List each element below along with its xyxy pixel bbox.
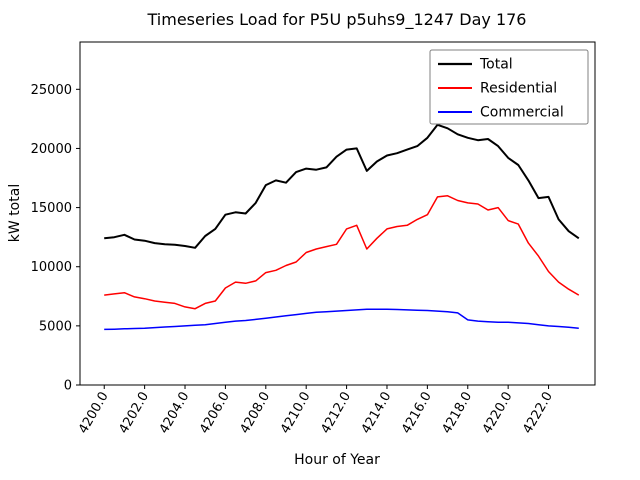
- legend-label-commercial: Commercial: [480, 105, 564, 121]
- x-tick-label: 4206.0: [197, 390, 233, 437]
- total-line: [104, 123, 580, 249]
- y-tick-label: 25000: [31, 83, 72, 98]
- y-tick-label: 0: [64, 379, 72, 394]
- residential-line: [104, 195, 580, 310]
- legend-label-total: Total: [479, 57, 513, 73]
- legend: Total Residential Commercial: [429, 49, 589, 125]
- legend-label-residential: Residential: [480, 81, 557, 97]
- axes-frame: [79, 41, 596, 386]
- x-tick-label: 4212.0: [318, 390, 354, 437]
- x-tick-label: 4204.0: [157, 390, 193, 437]
- x-tick-label: 4210.0: [278, 390, 314, 437]
- x-tick-label: 4222.0: [520, 390, 556, 437]
- y-tick-label: 10000: [31, 260, 72, 275]
- x-tick-label: 4208.0: [238, 390, 274, 437]
- commercial-line: [104, 308, 579, 331]
- series-lines-layer: [104, 123, 580, 331]
- x-tick-label: 4214.0: [359, 390, 395, 437]
- x-tick-label: 4200.0: [76, 390, 112, 437]
- legend-frame: [429, 49, 589, 125]
- x-tick-label: 4202.0: [116, 390, 152, 437]
- chart-title: Timeseries Load for P5U p5uhs9_1247 Day …: [147, 10, 527, 30]
- x-tick-label: 4220.0: [480, 390, 516, 437]
- x-axis-label: Hour of Year: [294, 452, 380, 468]
- y-tick-label: 5000: [39, 319, 72, 334]
- y-axis-label: kW total: [7, 184, 23, 242]
- y-tick-label: 15000: [31, 201, 72, 216]
- x-tick-label: 4216.0: [399, 390, 435, 437]
- y-tick-label: 20000: [31, 142, 72, 157]
- x-tick-label: 4218.0: [439, 390, 475, 437]
